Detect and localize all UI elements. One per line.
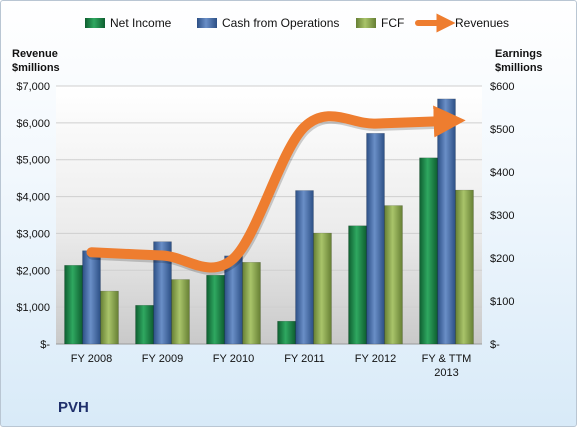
bar-net-income <box>206 274 225 345</box>
right-axis-title-line2: $millions <box>495 62 543 74</box>
bar-cash-from-operations <box>82 250 101 345</box>
right-axis-title-line1: Earnings <box>495 48 542 60</box>
category-label: FY 2009 <box>142 353 183 365</box>
bar-fcf <box>455 189 474 345</box>
category-label: FY 2011 <box>284 353 325 365</box>
bar-fcf <box>313 232 332 345</box>
legend-swatch-fcf <box>356 18 376 28</box>
left-tick-label: $5,000 <box>16 155 50 167</box>
right-tick-label: $400 <box>490 167 514 179</box>
category-label: FY 2008 <box>71 353 112 365</box>
revenue-line-path <box>86 105 466 273</box>
legend-label-net-income: Net Income <box>110 16 172 30</box>
right-tick-label: $- <box>490 339 500 351</box>
bar-fcf <box>384 205 403 345</box>
company-label: PVH <box>58 399 89 416</box>
legend: Net Income Cash from Operations FCF Reve… <box>85 13 509 33</box>
category-labels: FY 2008 FY 2009 FY 2010 FY 2011 FY 2012 FY & … <box>71 353 472 379</box>
plot-area <box>56 86 482 344</box>
bars <box>64 98 474 345</box>
bar-net-income <box>277 320 296 345</box>
bar-net-income <box>135 305 154 345</box>
left-tick-label: $6,000 <box>16 118 50 130</box>
legend-label-fcf: FCF <box>381 16 404 30</box>
legend-label-cash-from-operations: Cash from Operations <box>222 16 339 30</box>
category-label: FY 2012 <box>355 353 396 365</box>
left-tick-label: $7,000 <box>16 81 50 93</box>
right-tick-label: $200 <box>490 253 514 265</box>
legend-swatch-cash-from-operations <box>197 18 217 28</box>
left-tick-label: $4,000 <box>16 192 50 204</box>
right-tick-label: $600 <box>490 81 514 93</box>
left-tick-label: $- <box>40 339 50 351</box>
right-tick-label: $100 <box>490 296 514 308</box>
revenue-line <box>86 105 466 275</box>
legend-swatch-net-income <box>85 18 105 28</box>
legend-item-fcf: FCF <box>356 16 404 30</box>
bar-cash-from-operations <box>366 133 385 345</box>
left-tick-label: $3,000 <box>16 228 50 240</box>
bar-fcf <box>100 290 119 345</box>
left-axis-ticks: $- $1,000 $2,000 $3,000 $4,000 $5,000 $6,000 $7… <box>16 81 50 351</box>
legend-item-cash-from-operations: Cash from Operations <box>197 16 339 30</box>
bar-cash-from-operations <box>295 190 314 345</box>
bar-net-income <box>64 265 83 345</box>
legend-item-revenues: Revenues <box>415 13 509 33</box>
left-axis-title-line2: $millions <box>12 62 60 74</box>
right-axis-ticks: $- $100 $200 $300 $400 $500 $600 <box>490 81 514 351</box>
left-tick-label: $2,000 <box>16 265 50 277</box>
category-label: FY 2010 <box>213 353 254 365</box>
bar-net-income <box>419 157 438 345</box>
left-axis-title-line1: Revenue <box>12 48 58 60</box>
category-label: 2013 <box>434 367 458 379</box>
legend-item-net-income: Net Income <box>85 16 172 30</box>
left-tick-label: $1,000 <box>16 302 50 314</box>
category-label: FY & TTM <box>422 353 472 365</box>
bar-cash-from-operations <box>437 98 456 345</box>
bar-fcf <box>242 262 261 345</box>
right-tick-label: $500 <box>490 124 514 136</box>
right-tick-label: $300 <box>490 210 514 222</box>
legend-label-revenues: Revenues <box>455 16 509 30</box>
bar-net-income <box>348 225 367 345</box>
bar-fcf <box>171 279 190 345</box>
